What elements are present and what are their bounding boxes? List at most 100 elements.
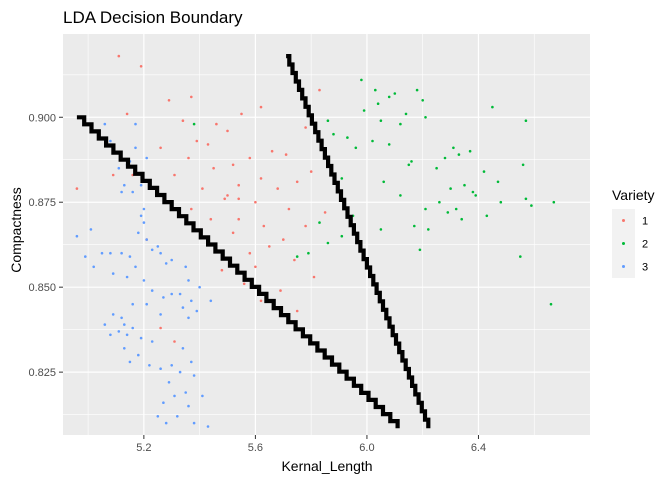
data-point (156, 245, 160, 248)
data-point (282, 238, 285, 241)
data-point (178, 292, 182, 296)
data-point (195, 139, 199, 143)
legend-label: 2 (642, 239, 648, 251)
boundary-1-2 (286, 54, 431, 429)
x-tick-label: 5.6 (248, 442, 263, 454)
data-point (393, 92, 397, 95)
data-point (150, 340, 154, 343)
data-point (201, 187, 204, 190)
data-point (449, 187, 452, 190)
data-point (137, 231, 140, 235)
data-point (360, 78, 363, 82)
data-point (223, 197, 226, 201)
data-point (192, 374, 196, 377)
data-point (413, 224, 416, 228)
data-point (123, 183, 126, 187)
legend-key-dot (622, 242, 625, 245)
data-point (187, 316, 190, 320)
data-point (131, 190, 134, 194)
data-point (387, 95, 391, 99)
data-point (212, 166, 215, 170)
data-point (123, 347, 126, 350)
y-axis-title: Compactness (8, 187, 24, 273)
data-point (181, 119, 185, 122)
data-point (173, 340, 176, 343)
data-point (295, 309, 299, 313)
data-point (496, 180, 500, 184)
data-point (276, 187, 280, 190)
data-point (120, 316, 123, 320)
data-point (293, 258, 296, 262)
data-point (162, 296, 165, 299)
data-point (145, 238, 148, 241)
data-point (125, 275, 129, 279)
data-point (190, 95, 193, 99)
data-point (145, 156, 148, 160)
data-point (226, 194, 229, 197)
legend: Variety 1 2 3 (612, 187, 655, 278)
data-point (192, 122, 196, 126)
x-tick-label: 6.4 (471, 442, 486, 454)
data-point (206, 143, 210, 146)
data-point (424, 116, 427, 119)
data-point (139, 183, 143, 187)
series-3-points (75, 122, 213, 428)
data-point (457, 153, 461, 156)
x-tick-label: 5.2 (136, 442, 151, 454)
scatter-points (75, 54, 556, 428)
data-point (443, 156, 447, 160)
y-tick-label: 0.900 (28, 112, 56, 124)
data-point (284, 153, 288, 156)
major-gridlines (63, 34, 590, 435)
data-point (167, 99, 171, 102)
data-point (323, 211, 327, 214)
data-point (187, 156, 190, 160)
data-point (254, 200, 257, 204)
data-point (332, 132, 335, 136)
data-point (295, 180, 299, 184)
data-point (424, 207, 427, 211)
data-point (259, 105, 263, 109)
data-point (100, 251, 104, 255)
series-1-points (75, 54, 327, 343)
y-tick-label: 0.875 (28, 197, 56, 209)
data-point (231, 163, 235, 167)
data-point (254, 265, 257, 269)
data-point (89, 228, 93, 231)
data-point (173, 173, 176, 177)
legend-title: Variety (612, 187, 655, 203)
data-point (226, 129, 229, 133)
data-point (374, 88, 377, 92)
data-point (318, 221, 321, 224)
data-point (410, 160, 413, 163)
data-point (231, 231, 235, 235)
data-point (240, 112, 243, 116)
data-point (209, 217, 213, 221)
data-point (248, 251, 252, 255)
data-point (125, 333, 129, 337)
data-point (150, 289, 154, 292)
data-point (295, 255, 299, 258)
data-point (184, 391, 187, 394)
data-point (117, 54, 121, 58)
data-point (463, 183, 466, 187)
data-point (109, 333, 112, 337)
data-point (117, 166, 121, 170)
data-point (190, 207, 193, 211)
legend-keys: 1 2 3 (612, 209, 648, 278)
data-point (304, 126, 307, 129)
x-axis-title: Kernal_Length (281, 458, 372, 474)
data-point (92, 265, 95, 269)
data-point (103, 122, 107, 126)
data-point (139, 336, 143, 340)
data-point (103, 323, 107, 326)
data-point (198, 285, 201, 289)
data-point (170, 364, 173, 367)
data-point (190, 299, 193, 303)
data-point (340, 234, 344, 238)
data-point (159, 326, 162, 330)
data-point (379, 119, 383, 122)
data-point (468, 149, 472, 153)
data-point (248, 156, 252, 160)
